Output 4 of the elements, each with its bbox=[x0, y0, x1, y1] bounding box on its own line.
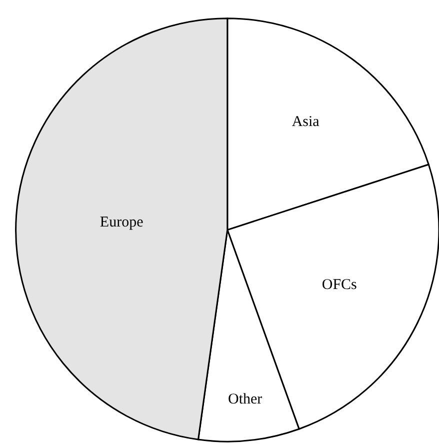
slice-label: Asia bbox=[292, 114, 320, 130]
slice-label: OFCs bbox=[322, 276, 358, 293]
slice-label: Europe bbox=[100, 214, 144, 231]
slice-label: Other bbox=[228, 392, 262, 408]
